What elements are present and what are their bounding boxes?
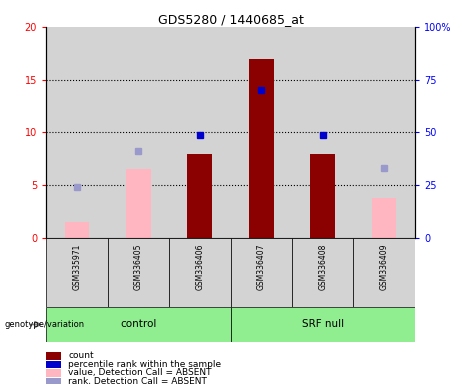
Text: GSM336406: GSM336406 xyxy=(195,243,204,290)
Bar xyxy=(310,154,335,238)
Bar xyxy=(46,378,61,384)
Bar xyxy=(65,222,89,238)
Bar xyxy=(230,307,415,342)
Title: GDS5280 / 1440685_at: GDS5280 / 1440685_at xyxy=(158,13,303,26)
Bar xyxy=(372,198,396,238)
Text: control: control xyxy=(120,319,156,329)
Bar xyxy=(46,307,230,342)
Bar xyxy=(46,238,107,307)
Bar xyxy=(354,238,415,307)
Text: GSM336407: GSM336407 xyxy=(257,243,266,290)
Bar xyxy=(107,238,169,307)
Bar xyxy=(292,238,354,307)
Text: GSM336405: GSM336405 xyxy=(134,243,143,290)
Bar xyxy=(169,238,230,307)
Bar xyxy=(126,169,151,238)
Bar xyxy=(46,352,61,360)
Bar xyxy=(46,361,61,369)
Text: percentile rank within the sample: percentile rank within the sample xyxy=(68,360,221,369)
Text: GSM335971: GSM335971 xyxy=(72,243,81,290)
Bar xyxy=(249,58,273,238)
Text: genotype/variation: genotype/variation xyxy=(5,320,85,329)
Text: SRF null: SRF null xyxy=(301,319,344,329)
Bar xyxy=(230,238,292,307)
Bar xyxy=(188,154,212,238)
Bar xyxy=(46,369,61,377)
Text: rank, Detection Call = ABSENT: rank, Detection Call = ABSENT xyxy=(68,377,207,384)
Text: GSM336408: GSM336408 xyxy=(318,243,327,290)
Text: GSM336409: GSM336409 xyxy=(380,243,389,290)
Text: value, Detection Call = ABSENT: value, Detection Call = ABSENT xyxy=(68,368,212,377)
Text: count: count xyxy=(68,351,94,360)
